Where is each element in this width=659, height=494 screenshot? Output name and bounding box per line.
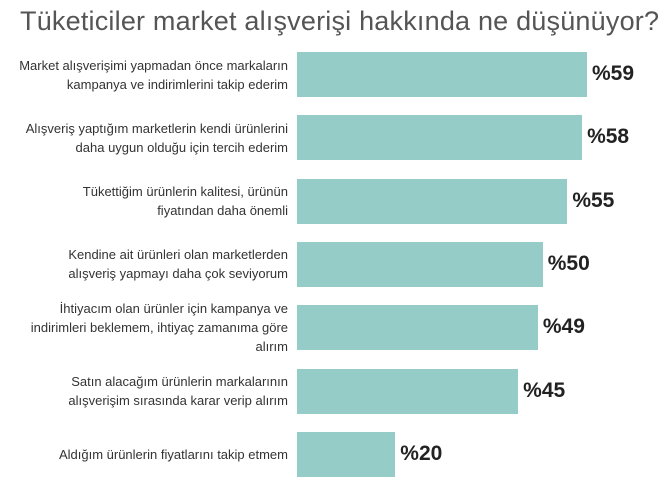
value-label: %58 [587, 125, 630, 149]
category-label-line: Tükettiğim ürünlerin kalitesi, ürünün [82, 184, 288, 200]
value-label: %55 [572, 188, 615, 212]
category-label: Market alışverişimi yapmadan önce markal… [13, 52, 288, 97]
bar [297, 52, 587, 97]
category-label: Aldığım ürünlerin fiyatlarını takip etme… [13, 432, 288, 477]
category-label-line: Alışveriş yaptığım marketlerin kendi ürü… [25, 120, 288, 136]
category-label-line: İhtiyacım olan ürünler için kampanya ve [59, 301, 288, 317]
category-label-line: kampanya ve indirimlerini takip ederim [66, 76, 288, 92]
bar [297, 115, 583, 161]
value-label: %49 [542, 315, 585, 339]
value-label: %50 [547, 251, 590, 275]
bar [297, 431, 396, 477]
category-label: Tükettiğim ürünlerin kalitesi, ürünün fiy… [13, 179, 288, 224]
category-label-line: fiyatından daha önemli [157, 203, 288, 219]
category-label-line: Market alışverişimi yapmadan önce markal… [19, 57, 288, 73]
category-label-line: indirimleri beklemem, ihtiyaç zamanıma g… [30, 320, 288, 355]
category-label: Satın alacağım ürünlerin markalarının alı… [13, 369, 288, 414]
bar [297, 241, 543, 287]
value-label: %59 [592, 62, 635, 85]
category-label-line: Aldığım ürünlerin fiyatlarını takip etme… [58, 446, 288, 462]
chart-title: Tüketiciler market alışverişi hakkında n… [20, 6, 659, 36]
category-label: İhtiyacım olan ürünler için kampanya ve i… [13, 301, 288, 354]
category-label-line: Satın alacağım ürünlerin markalarının [71, 374, 288, 389]
category-label: Kendine ait ürünleri olan marketlerden al… [13, 242, 288, 287]
bar [297, 305, 538, 351]
value-label: %45 [523, 378, 566, 402]
category-label-line: alışveriş yapmayı daha çok seviyorum [68, 266, 288, 282]
value-label: %20 [400, 441, 443, 465]
category-label-line: Kendine ait ürünleri olan marketlerden [68, 247, 288, 263]
bar [297, 178, 568, 224]
category-label-line: alışverişim sırasında karar verip alırım [68, 393, 288, 408]
bar [297, 368, 519, 414]
category-label-line: daha uygun olduğu için tercih ederim [75, 139, 288, 155]
category-label: Alışveriş yaptığım marketlerin kendi ürü… [13, 115, 288, 160]
